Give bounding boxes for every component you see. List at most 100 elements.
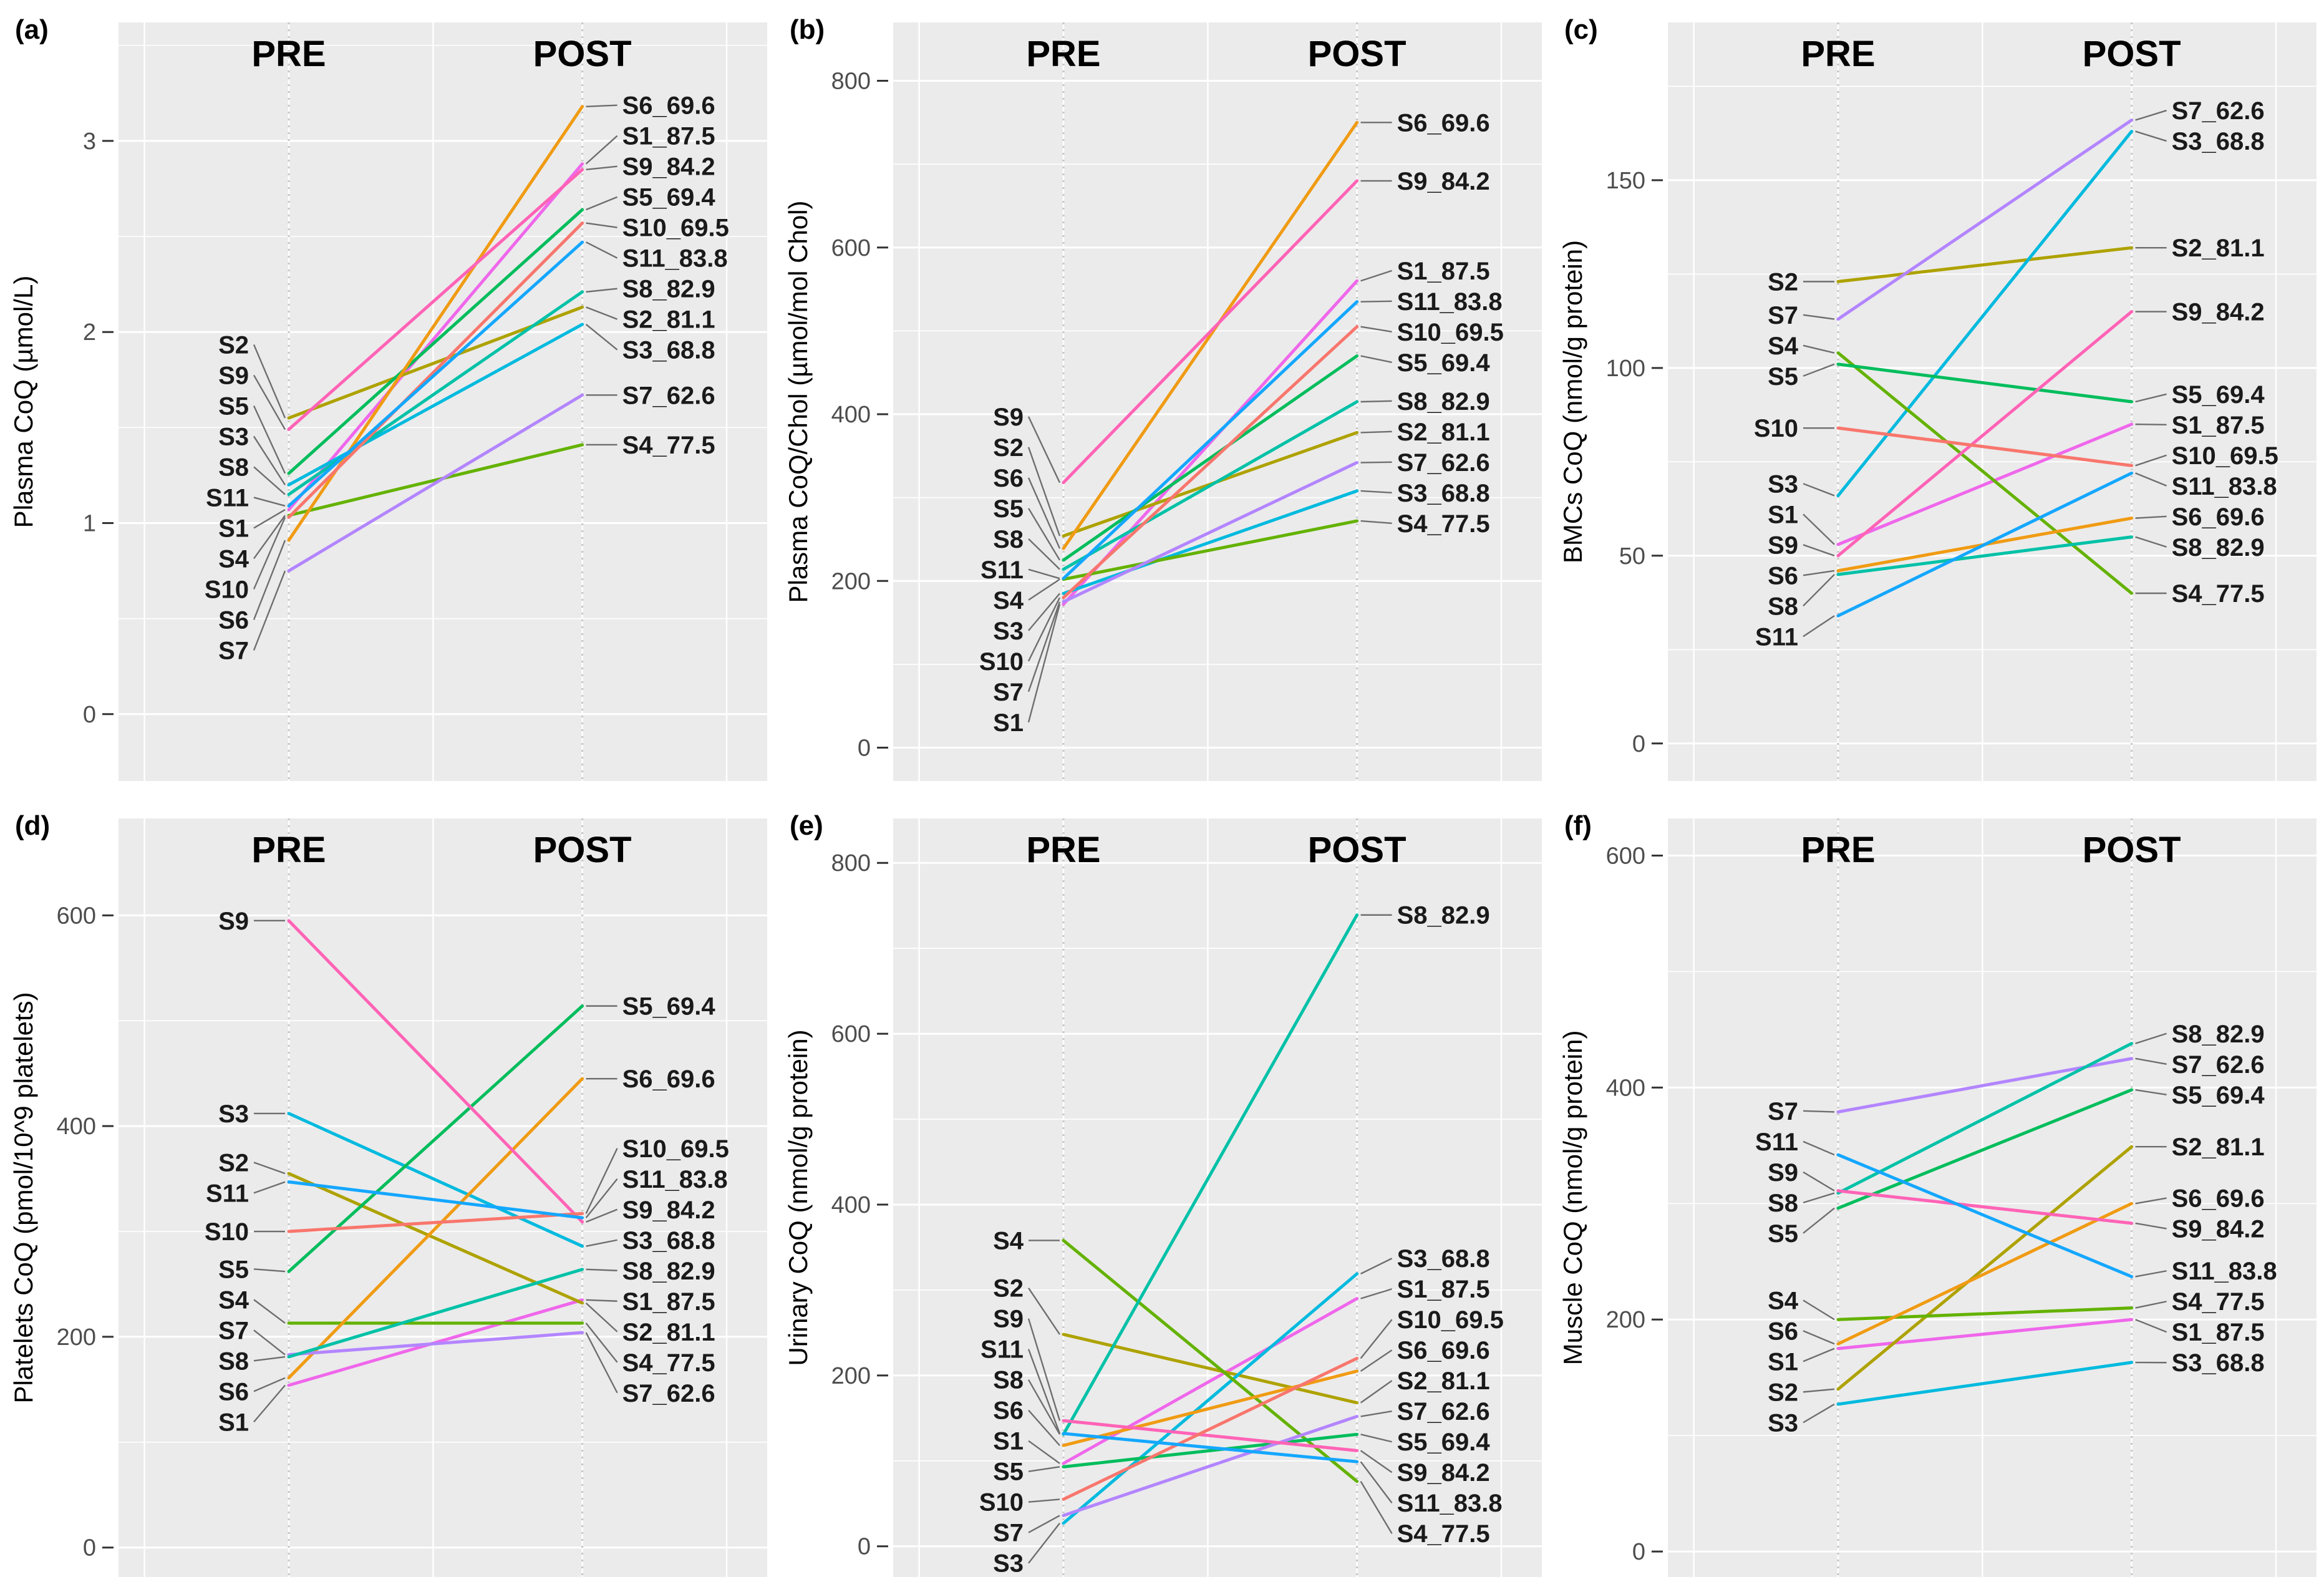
pre-label-S8: S8 — [993, 526, 1024, 553]
label-leader-line — [1360, 1434, 1392, 1443]
post-label-S1: S1_87.5 — [2172, 412, 2265, 439]
pre-label-S2: S2 — [218, 1149, 249, 1177]
series-line-S4 — [1836, 351, 2134, 595]
pre-label-S11: S11 — [980, 1336, 1024, 1364]
label-leader-line — [253, 1356, 286, 1362]
post-label-S2: S2_81.1 — [1397, 1367, 1490, 1395]
label-leader-line — [1360, 355, 1392, 364]
label-leader-line — [1027, 604, 1061, 723]
label-leader-line — [586, 196, 618, 211]
series-line-S10 — [287, 1211, 584, 1233]
series-line-S7 — [287, 393, 584, 573]
label-leader-line — [1803, 314, 1835, 320]
post-label-S10: S10_69.5 — [1397, 1306, 1504, 1334]
label-leader-line — [253, 1329, 286, 1356]
label-leader-line — [1803, 1330, 1835, 1345]
series-line-S11 — [1062, 1432, 1359, 1463]
y-tick-label: 600 — [57, 903, 96, 929]
post-label-S2: S2_81.1 — [622, 1319, 715, 1346]
series-line-S3 — [287, 323, 584, 487]
label-leader-line — [1028, 593, 1060, 631]
label-leader-line — [1803, 1140, 1835, 1156]
pre-label-S9: S9 — [218, 908, 249, 935]
post-label-S1: S1_87.5 — [622, 123, 715, 150]
post-label-S4: S4_77.5 — [1397, 1520, 1490, 1548]
post-header: POST — [533, 830, 632, 870]
label-leader-line — [1360, 1288, 1392, 1299]
y-tick-label: 400 — [1606, 1075, 1645, 1101]
pre-label-S4: S4 — [993, 587, 1024, 614]
label-leader-line — [253, 515, 286, 560]
post-label-S10: S10_69.5 — [2172, 442, 2278, 470]
post-label-S3: S3_68.8 — [2172, 128, 2265, 155]
series-line-S1 — [1836, 422, 2134, 546]
post-label-S8: S8_82.9 — [1397, 902, 1490, 929]
pre-label-S9: S9 — [218, 362, 249, 389]
series-line-S5 — [1062, 1432, 1359, 1468]
panel-letter: (e) — [790, 810, 823, 841]
pre-label-S11: S11 — [1755, 1128, 1798, 1156]
label-leader-line — [253, 570, 286, 651]
post-label-S7: S7_62.6 — [622, 382, 715, 409]
label-leader-line — [586, 306, 618, 320]
post-label-S9: S9_84.2 — [1397, 168, 1490, 195]
label-leader-line — [585, 324, 618, 351]
series-line-S7 — [1836, 119, 2134, 321]
label-leader-line — [1803, 1207, 1835, 1234]
pre-label-S8: S8 — [1768, 593, 1798, 620]
pre-label-S10: S10 — [979, 1489, 1024, 1517]
series-line-S9 — [1062, 179, 1359, 485]
panel-a: 0 1 2 3 PRE POST S2 S9 S5 S3 S8 S11 S1 S4 S10 S6 S7 S6_69… — [0, 0, 775, 796]
pre-label-S1: S1 — [218, 515, 249, 542]
pre-label-S6: S6 — [993, 465, 1024, 492]
series-line-S11 — [1062, 300, 1359, 580]
plot-area — [1668, 818, 2317, 1577]
series-line-S10 — [1062, 325, 1359, 599]
post-label-S1: S1_87.5 — [622, 1288, 715, 1316]
y-tick-label: 600 — [1606, 843, 1645, 869]
pre-label-S1: S1 — [1768, 501, 1798, 528]
series-line-S7 — [1062, 1415, 1359, 1517]
pre-label-S9: S9 — [1768, 531, 1798, 559]
plot-area — [119, 818, 767, 1577]
pre-label-S1: S1 — [218, 1409, 249, 1436]
post-label-S3: S3_68.8 — [1397, 1245, 1490, 1273]
series-line-S8 — [1062, 913, 1359, 1436]
label-leader-line — [586, 1299, 617, 1302]
series-line-S3 — [1836, 1361, 2134, 1406]
pre-label-S8: S8 — [218, 454, 249, 481]
label-leader-line — [1027, 508, 1061, 561]
y-tick-label: 0 — [83, 1535, 96, 1561]
label-leader-line — [2135, 109, 2167, 121]
label-leader-line — [1027, 447, 1061, 536]
label-leader-line — [253, 374, 286, 430]
y-tick-label: 50 — [1619, 543, 1645, 570]
pre-header: PRE — [1801, 34, 1875, 74]
label-leader-line — [1028, 538, 1060, 570]
label-leader-line — [1027, 1379, 1061, 1435]
label-leader-line — [2135, 423, 2167, 425]
pre-label-S5: S5 — [218, 1256, 249, 1283]
y-tick-label: 3 — [83, 129, 96, 155]
pre-label-S1: S1 — [993, 1428, 1024, 1455]
post-label-S8: S8_82.9 — [622, 276, 715, 303]
pre-label-S11: S11 — [1755, 623, 1798, 651]
y-tick-label: 0 — [83, 702, 96, 728]
post-label-S11: S11_83.8 — [1397, 1490, 1503, 1517]
post-label-S7: S7_62.6 — [1397, 449, 1490, 477]
label-leader-line — [586, 1208, 618, 1223]
panel-letter: (d) — [15, 810, 50, 841]
series-line-S3 — [1062, 1272, 1359, 1525]
label-leader-line — [1028, 1515, 1060, 1533]
label-leader-line — [1360, 430, 1392, 434]
pre-label-S11: S11 — [980, 556, 1024, 584]
post-label-S1: S1_87.5 — [1397, 1276, 1490, 1303]
pre-label-S3: S3 — [993, 618, 1024, 645]
series-line-S10 — [1062, 1356, 1359, 1501]
pre-header: PRE — [251, 830, 326, 870]
pre-header: PRE — [251, 34, 326, 74]
label-leader-line — [2135, 472, 2167, 487]
series-line-S1 — [1062, 1297, 1359, 1465]
post-label-S8: S8_82.9 — [622, 1258, 715, 1285]
